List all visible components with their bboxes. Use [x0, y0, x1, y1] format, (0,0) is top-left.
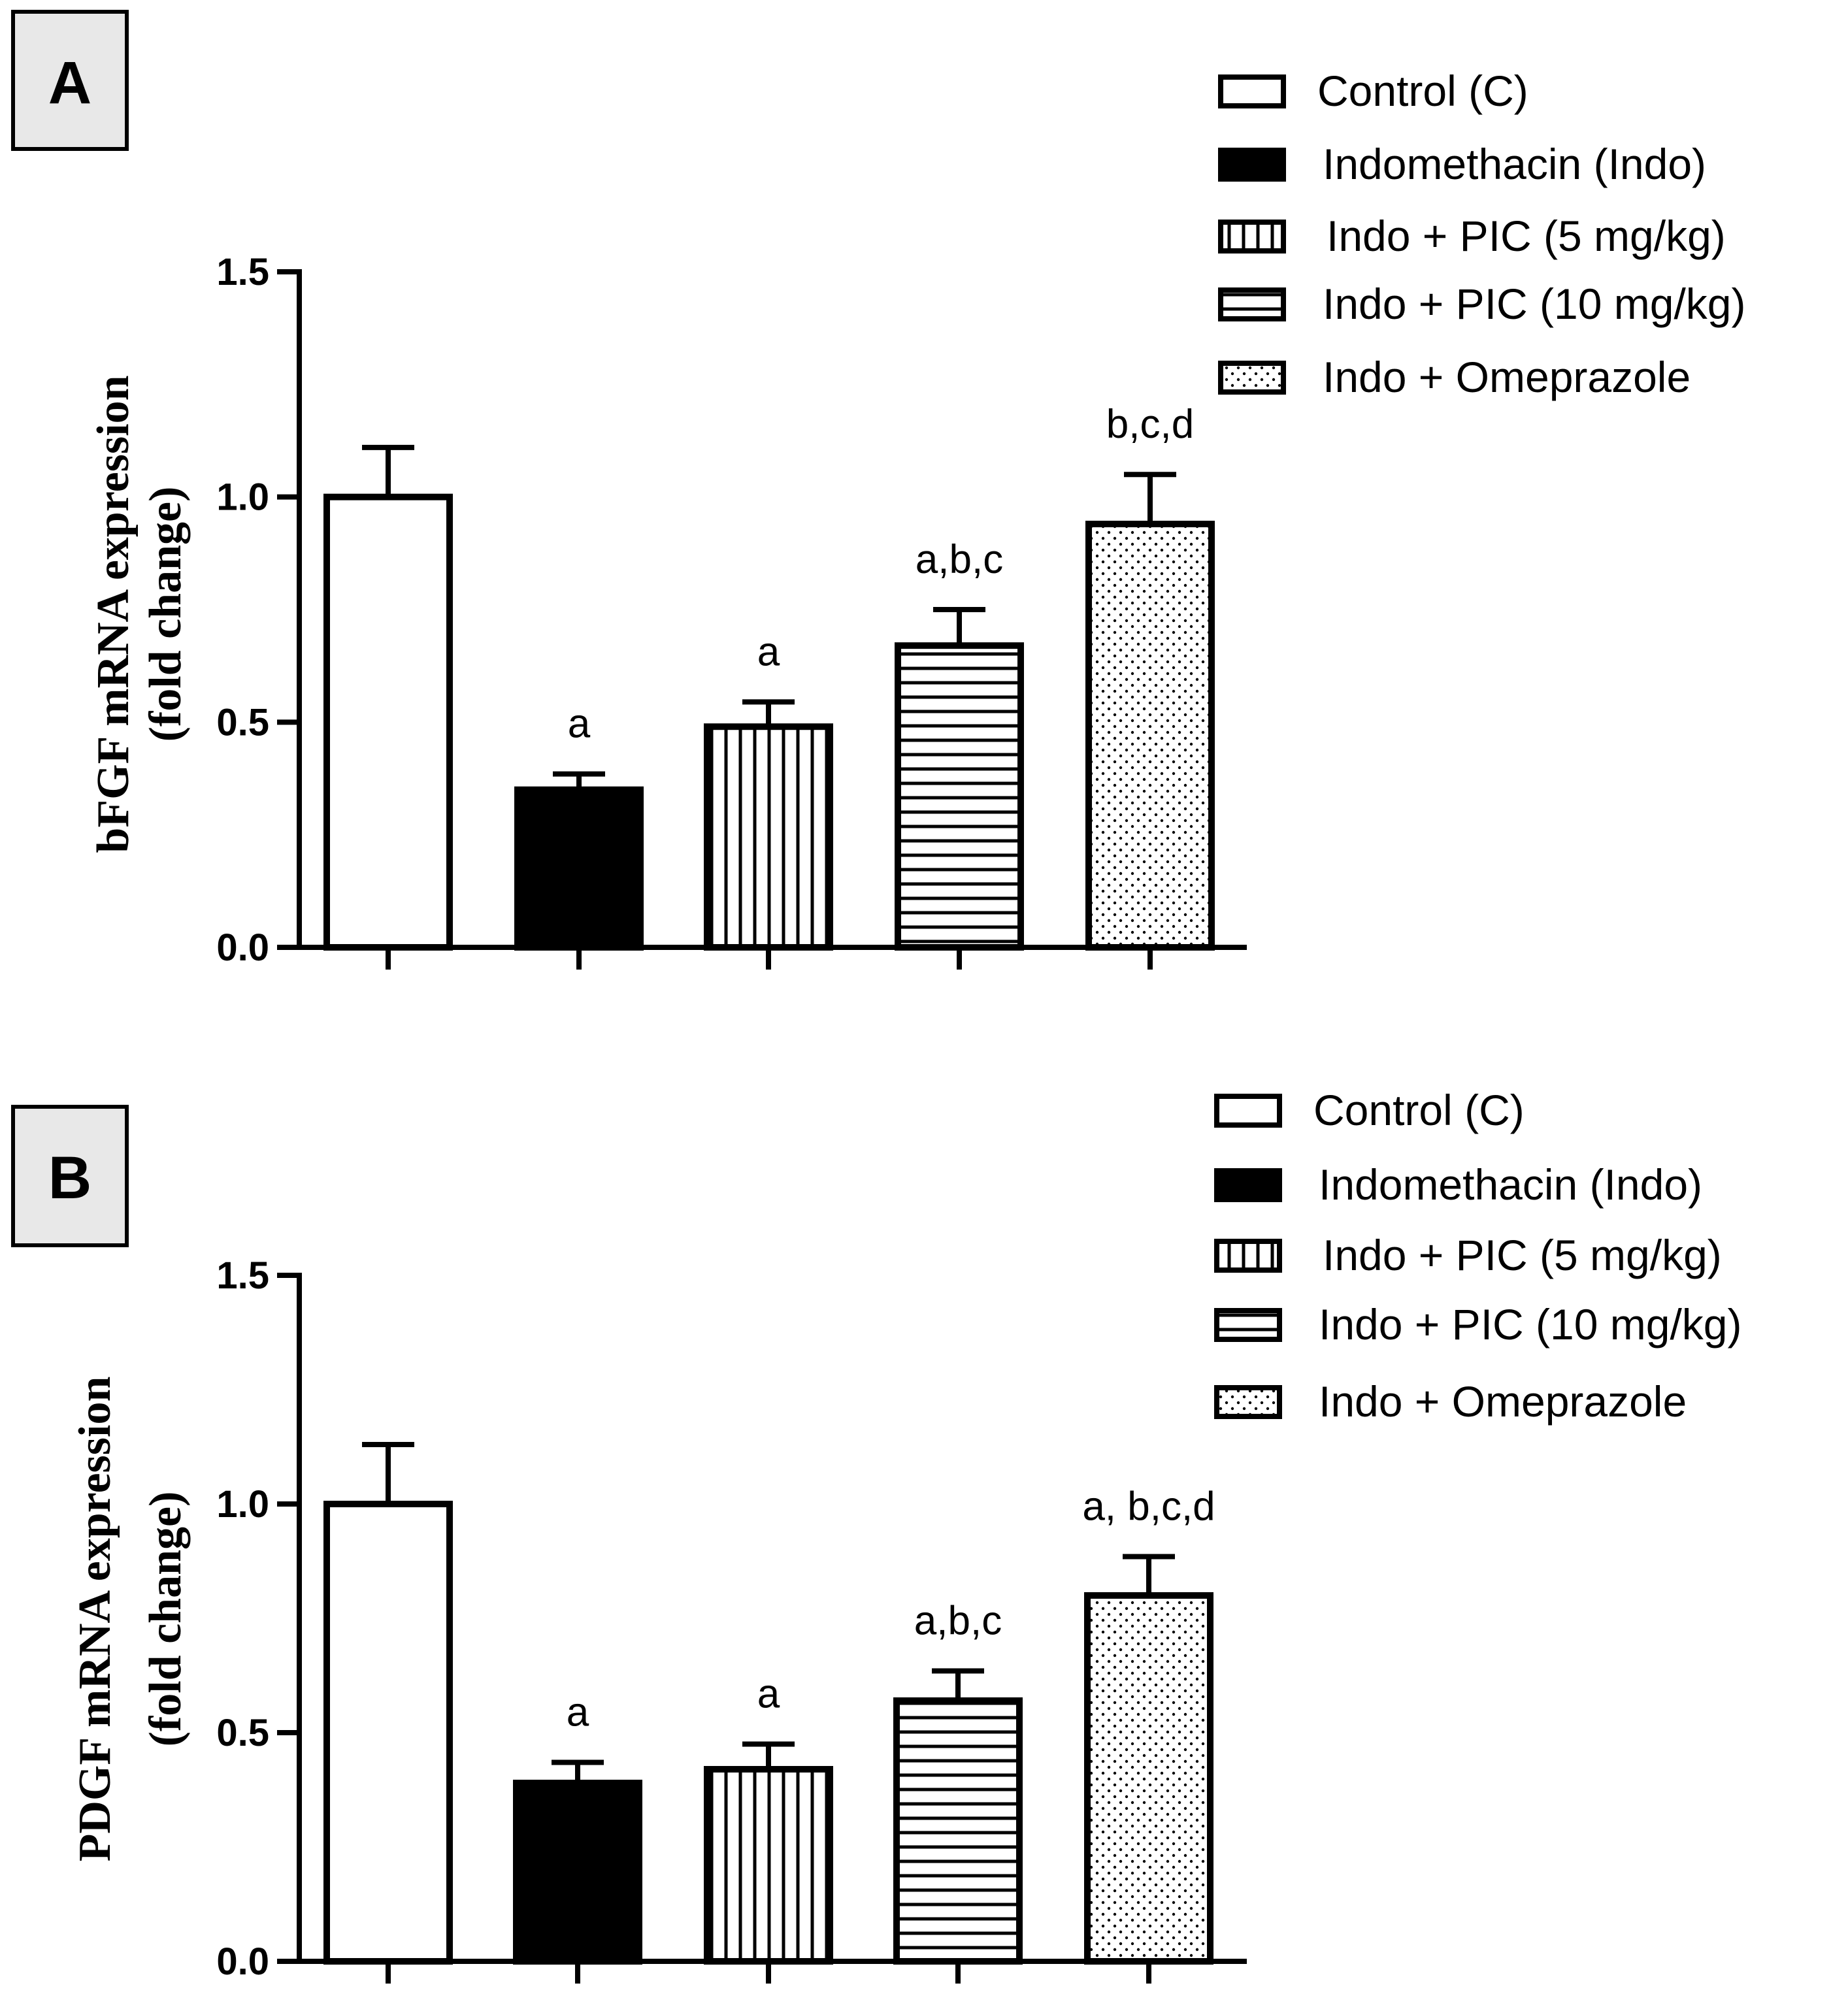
- annotation-b-1: a: [567, 1690, 589, 1735]
- y-axis-title-b-line2: (fold change): [140, 1492, 191, 1747]
- y-axis-title-b-2: (fold change): [140, 1492, 191, 1747]
- legend-b-label-pic10: Indo + PIC (10 mg/kg): [1319, 1300, 1741, 1348]
- legend-b-item-pic10: Indo + PIC (10 mg/kg): [1214, 1300, 1741, 1348]
- bar-a-0: [323, 493, 453, 951]
- panel-b: B Control (C) Indomethacin (Indo) Indo +…: [11, 1086, 1741, 1984]
- bar-b-4: [1084, 1592, 1213, 1965]
- legend-b-item-pic5: Indo + PIC (5 mg/kg): [1214, 1231, 1722, 1279]
- legend-a-item-pic5: Indo + PIC (5 mg/kg): [1218, 212, 1726, 260]
- bar-a-4: [1085, 521, 1215, 951]
- legend-b-item-control: Control (C): [1214, 1086, 1525, 1134]
- legend-a-swatch-control: [1218, 74, 1286, 108]
- y-axis-title-a-2: (fold change): [140, 487, 191, 742]
- bar-b-2: [704, 1766, 833, 1965]
- legend-b-label-indomethacin: Indomethacin (Indo): [1319, 1160, 1702, 1209]
- bar-a-1: [514, 786, 644, 951]
- y-axis-title-a: bFGF mRNA expression: [88, 375, 139, 853]
- legend-b-item-indomethacin: Indomethacin (Indo): [1214, 1160, 1702, 1209]
- legend-a-swatch-pic5: [1218, 220, 1286, 253]
- y-tick-label-a-0: 0.0: [216, 926, 269, 969]
- legend-a-label-omeprazole: Indo + Omeprazole: [1323, 353, 1691, 401]
- y-tick-label-b-0: 0.0: [216, 1940, 269, 1983]
- panel-a: A Control (C) Indomethacin (Indo) Indo +…: [11, 10, 1745, 970]
- y-tick-label-a-2: 1.0: [216, 476, 269, 519]
- bar-a-3: [895, 642, 1024, 951]
- annotation-b-2: a: [757, 1672, 780, 1717]
- legend-b-swatch-control: [1214, 1094, 1282, 1128]
- y-tick-label-b-2: 1.0: [216, 1483, 269, 1526]
- annotation-b-3: a,b,c: [914, 1599, 1002, 1644]
- panel-b-letter: B: [48, 1145, 91, 1211]
- y-tick-label-b-1: 0.5: [216, 1712, 269, 1754]
- y-tick-label-a-1: 0.5: [216, 701, 269, 744]
- y-axis-title-a-line1: bFGF mRNA expression: [88, 375, 139, 853]
- panel-a-label-box: [11, 10, 129, 151]
- legend-b: Control (C) Indomethacin (Indo) Indo + P…: [1214, 1086, 1741, 1426]
- legend-a-item-pic10: Indo + PIC (10 mg/kg): [1218, 280, 1745, 328]
- legend-a-label-indomethacin: Indomethacin (Indo): [1323, 140, 1706, 188]
- bar-b-3: [893, 1697, 1023, 1965]
- legend-b-label-control: Control (C): [1313, 1086, 1525, 1134]
- annotation-a-4: b,c,d: [1106, 402, 1194, 447]
- bar-b-0: [323, 1501, 453, 1965]
- bar-a-2: [704, 723, 833, 951]
- legend-a-item-omeprazole: Indo + Omeprazole: [1218, 353, 1691, 401]
- legend-b-swatch-pic5: [1214, 1239, 1282, 1273]
- legend-a-label-pic10: Indo + PIC (10 mg/kg): [1323, 280, 1745, 328]
- legend-b-swatch-omeprazole: [1214, 1385, 1282, 1419]
- legend-a-label-pic5: Indo + PIC (5 mg/kg): [1327, 212, 1726, 260]
- annotation-a-2: a: [757, 629, 780, 674]
- y-tick-label-a-3: 1.5: [216, 251, 269, 293]
- legend-b-swatch-pic10: [1214, 1308, 1282, 1342]
- plot-area-b: a a a,b,c a, b,c,d 0.0 0.5 1.0 1.5: [216, 1254, 1247, 1984]
- y-axis-title-a-line2: (fold change): [140, 487, 191, 742]
- y-axis-title-b: PDGF mRNA expression: [70, 1377, 120, 1862]
- legend-a-swatch-omeprazole: [1218, 361, 1286, 395]
- bar-b-1: [513, 1780, 642, 1965]
- annotation-a-3: a,b,c: [916, 537, 1003, 582]
- legend-a-label-control: Control (C): [1317, 67, 1528, 115]
- legend-b-item-omeprazole: Indo + Omeprazole: [1214, 1377, 1687, 1426]
- annotation-a-1: a: [568, 702, 591, 747]
- annotation-b-4: a, b,c,d: [1082, 1484, 1215, 1529]
- panel-b-label-box: [11, 1105, 129, 1247]
- legend-a: Control (C) Indomethacin (Indo) Indo + P…: [1218, 67, 1745, 401]
- legend-a-swatch-pic10: [1218, 287, 1286, 321]
- legend-a-item-indomethacin: Indomethacin (Indo): [1218, 140, 1706, 188]
- panel-a-letter: A: [48, 50, 91, 116]
- legend-a-item-control: Control (C): [1218, 67, 1528, 115]
- y-axis-title-b-line1: PDGF mRNA expression: [70, 1377, 120, 1862]
- y-tick-label-b-3: 1.5: [216, 1254, 269, 1297]
- legend-b-swatch-indomethacin: [1214, 1168, 1282, 1202]
- legend-a-swatch-indomethacin: [1218, 148, 1286, 182]
- legend-b-label-omeprazole: Indo + Omeprazole: [1319, 1377, 1687, 1426]
- legend-b-label-pic5: Indo + PIC (5 mg/kg): [1323, 1231, 1722, 1279]
- plot-area-a: a a a,b,c b,c,d 0.0 0.5 1.0 1.5: [216, 251, 1247, 970]
